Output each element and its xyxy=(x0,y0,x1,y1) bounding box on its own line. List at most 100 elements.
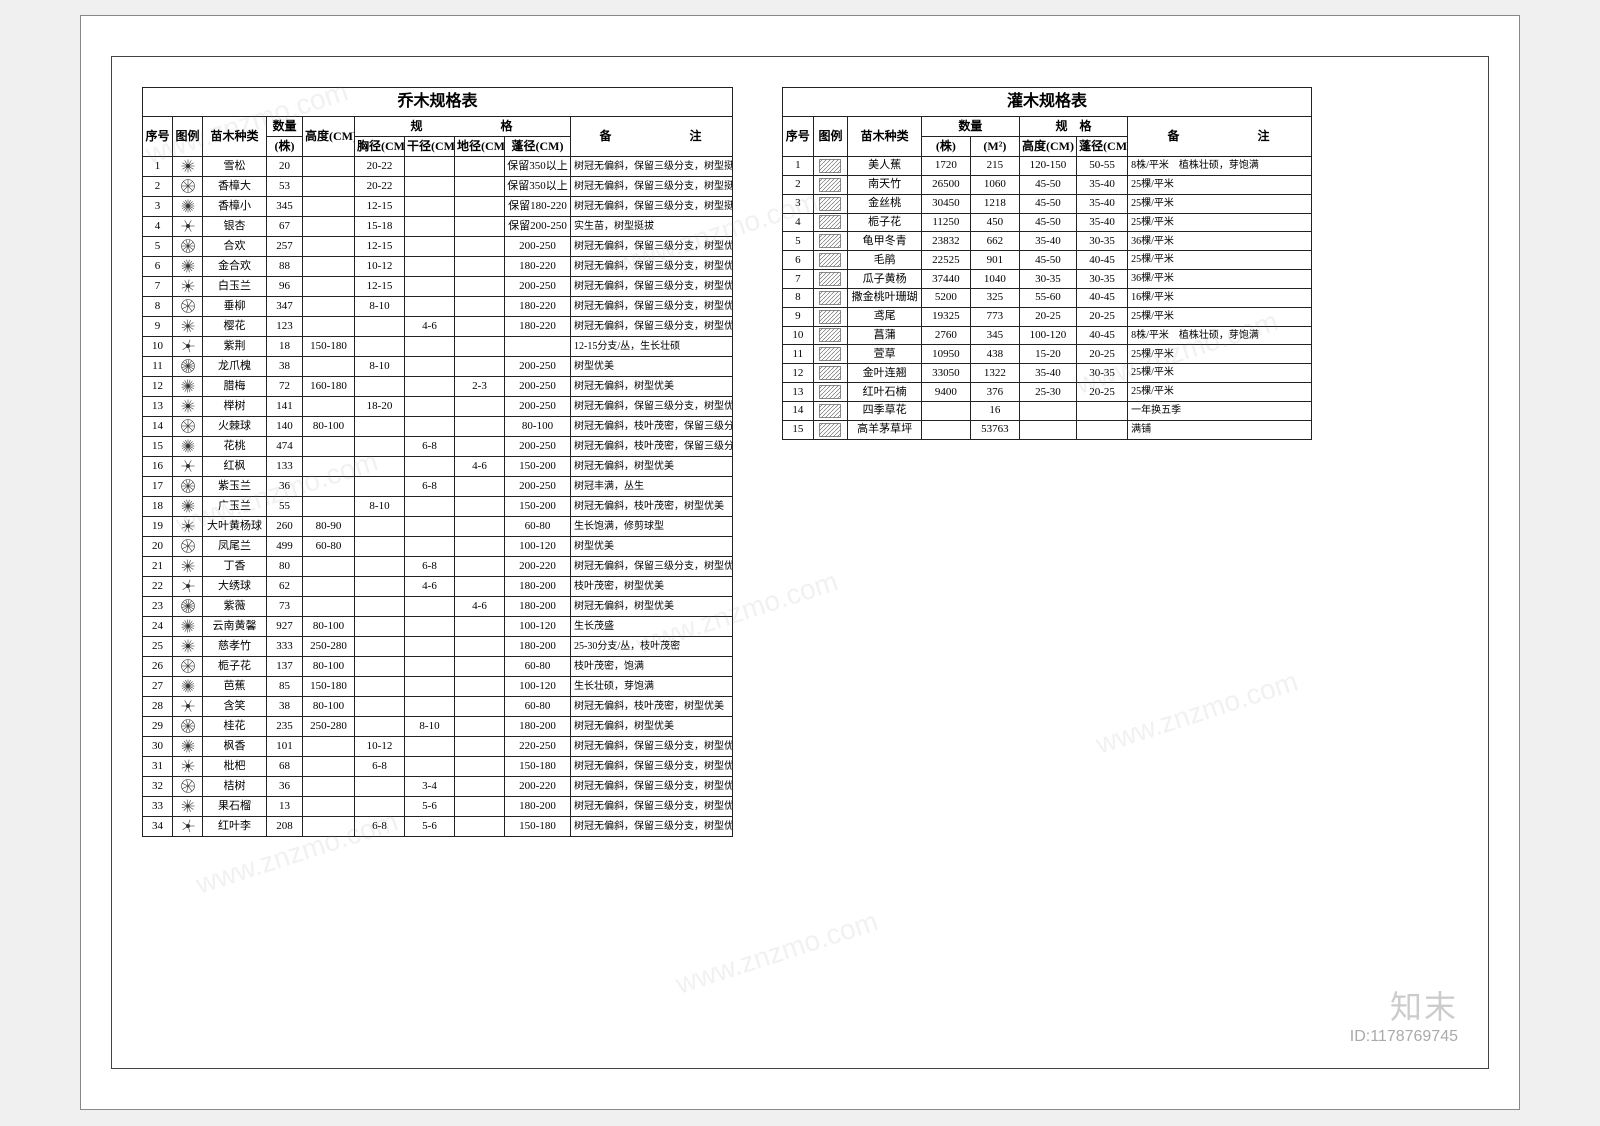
cell-name: 含笑 xyxy=(203,696,267,716)
cell-ground xyxy=(455,296,505,316)
table-row: 14四季草花16一年换五季 xyxy=(783,401,1312,420)
legend-icon xyxy=(173,336,203,356)
cell-remark: 25棵/平米 xyxy=(1128,345,1312,364)
col-qty-unit2: (M²) xyxy=(970,136,1019,156)
table-row: 4栀子花1125045045-5035-4025棵/平米 xyxy=(783,213,1312,232)
cell-trunk: 6-8 xyxy=(405,556,455,576)
col-trunk: 干径(CM) xyxy=(405,136,455,156)
cell-height xyxy=(303,776,355,796)
cell-trunk xyxy=(405,756,455,776)
cell-remark: 25棵/平米 xyxy=(1128,307,1312,326)
logo-id: ID:1178769745 xyxy=(1350,1028,1458,1046)
cell-trunk: 4-6 xyxy=(405,316,455,336)
cell-crown: 20-25 xyxy=(1077,345,1128,364)
cell-remark: 树冠无偏斜，保留三级分支，树型优美 xyxy=(571,236,733,256)
cell-trunk xyxy=(405,696,455,716)
cell-qty: 208 xyxy=(267,816,303,836)
legend-icon xyxy=(173,716,203,736)
cell-name: 大绣球 xyxy=(203,576,267,596)
cell-chest xyxy=(355,456,405,476)
cell-chest xyxy=(355,616,405,636)
cell-seq: 2 xyxy=(783,175,814,194)
cell-remark: 36棵/平米 xyxy=(1128,270,1312,289)
cell-chest xyxy=(355,696,405,716)
col-qty-unit1: (株) xyxy=(921,136,970,156)
cell-seq: 27 xyxy=(143,676,173,696)
cell-ground xyxy=(455,176,505,196)
cell-remark: 8株/平米 植株壮硕，芽饱满 xyxy=(1128,326,1312,345)
tree-table-title: 乔木规格表 xyxy=(143,88,733,117)
cell-qty2: 1040 xyxy=(970,270,1019,289)
table-row: 3金丝桃30450121845-5035-4025棵/平米 xyxy=(783,194,1312,213)
cell-crown: 35-40 xyxy=(1077,175,1128,194)
cell-qty: 36 xyxy=(267,476,303,496)
cell-name: 银杏 xyxy=(203,216,267,236)
cell-qty: 36 xyxy=(267,776,303,796)
cell-qty: 38 xyxy=(267,696,303,716)
cell-remark: 8株/平米 植株壮硕，芽饱满 xyxy=(1128,156,1312,175)
frame: www.znzmo.com www.znzmo.com www.znzmo.co… xyxy=(111,56,1489,1069)
cell-remark: 树型优美 xyxy=(571,356,733,376)
cell-height: 250-280 xyxy=(303,716,355,736)
cell-crown: 180-220 xyxy=(505,296,571,316)
table-row: 25慈孝竹333250-280180-20025-30分支/丛，枝叶茂密 xyxy=(143,636,733,656)
cell-crown: 200-250 xyxy=(505,436,571,456)
cell-crown: 200-250 xyxy=(505,396,571,416)
table-row: 34红叶李2086-85-6150-180树冠无偏斜，保留三级分支，树型优美 xyxy=(143,816,733,836)
cell-chest xyxy=(355,776,405,796)
cell-height xyxy=(303,816,355,836)
cell-height: 45-50 xyxy=(1019,213,1076,232)
cell-ground: 4-6 xyxy=(455,596,505,616)
cell-qty: 133 xyxy=(267,456,303,476)
cell-qty2: 215 xyxy=(970,156,1019,175)
cell-name: 撒金桃叶珊瑚 xyxy=(848,288,922,307)
cell-height: 80-100 xyxy=(303,656,355,676)
cell-name: 桔树 xyxy=(203,776,267,796)
cell-seq: 12 xyxy=(143,376,173,396)
cell-ground xyxy=(455,656,505,676)
cell-qty: 474 xyxy=(267,436,303,456)
cell-crown: 35-40 xyxy=(1077,194,1128,213)
cell-name: 菖蒲 xyxy=(848,326,922,345)
cell-remark: 树冠无偏斜，保留三级分支，树型优美 xyxy=(571,316,733,336)
cell-qty: 68 xyxy=(267,756,303,776)
cell-seq: 1 xyxy=(143,156,173,176)
cell-name: 大叶黄杨球 xyxy=(203,516,267,536)
cell-name: 凤尾兰 xyxy=(203,536,267,556)
cell-trunk xyxy=(405,496,455,516)
cell-qty: 345 xyxy=(267,196,303,216)
cell-ground xyxy=(455,796,505,816)
table-row: 5合欢25712-15200-250树冠无偏斜，保留三级分支，树型优美 xyxy=(143,236,733,256)
cell-name: 紫玉兰 xyxy=(203,476,267,496)
cell-seq: 9 xyxy=(783,307,814,326)
cell-crown: 50-55 xyxy=(1077,156,1128,175)
cell-chest xyxy=(355,476,405,496)
col-spec-group: 规 格 xyxy=(355,116,571,136)
cell-chest: 20-22 xyxy=(355,156,405,176)
table-row: 6毛鹃2252590145-5040-4525棵/平米 xyxy=(783,251,1312,270)
table-row: 12腊梅72160-1802-3200-250树冠无偏斜，树型优美 xyxy=(143,376,733,396)
table-row: 10紫荆18150-18012-15分支/丛，生长壮硕 xyxy=(143,336,733,356)
legend-icon xyxy=(813,401,848,420)
cell-ground xyxy=(455,276,505,296)
cell-ground xyxy=(455,736,505,756)
cell-ground xyxy=(455,716,505,736)
cell-qty1: 5200 xyxy=(921,288,970,307)
cell-height: 45-50 xyxy=(1019,194,1076,213)
cell-remark: 树冠无偏斜，树型优美 xyxy=(571,596,733,616)
cell-seq: 33 xyxy=(143,796,173,816)
cell-seq: 8 xyxy=(783,288,814,307)
legend-icon xyxy=(813,364,848,383)
cell-qty1: 2760 xyxy=(921,326,970,345)
legend-icon xyxy=(173,456,203,476)
cell-remark: 树冠无偏斜，保留三级分支，树型优美 xyxy=(571,556,733,576)
cell-height: 20-25 xyxy=(1019,307,1076,326)
cell-seq: 14 xyxy=(783,401,814,420)
cell-ground xyxy=(455,316,505,336)
cell-qty1: 30450 xyxy=(921,194,970,213)
cell-crown: 30-35 xyxy=(1077,364,1128,383)
cell-crown: 200-250 xyxy=(505,236,571,256)
shrub-table-title: 灌木规格表 xyxy=(783,88,1312,117)
cell-chest: 10-12 xyxy=(355,256,405,276)
cell-height: 80-90 xyxy=(303,516,355,536)
